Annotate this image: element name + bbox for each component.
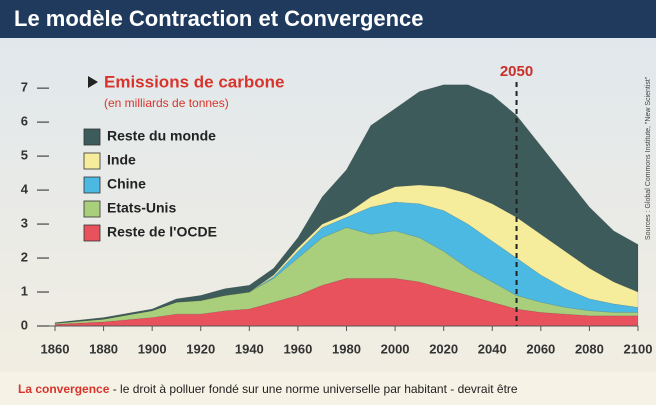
x-tick-label: 1880	[89, 341, 118, 356]
legend-label: Reste de l'OCDE	[107, 224, 217, 240]
y-tick-label: 4	[21, 182, 29, 197]
x-tick-label: 2040	[478, 341, 507, 356]
legend-subtitle: (en milliards de tonnes)	[104, 96, 229, 110]
y-tick-label: 3	[21, 216, 28, 231]
x-tick-label: 2060	[526, 341, 555, 356]
y-tick-label: 5	[21, 148, 28, 163]
legend-swatch	[83, 176, 101, 194]
y-tick-label: 0	[21, 317, 28, 332]
y-tick-label: 1	[21, 283, 28, 298]
source: Sources : Global Commons Institute, "New…	[645, 76, 652, 240]
y-tick-label: 2	[21, 249, 28, 264]
x-tick-label: 2080	[575, 341, 604, 356]
marker-label: 2050	[500, 63, 533, 80]
caption-bg	[0, 372, 656, 405]
x-tick-label: 1980	[332, 341, 361, 356]
legend-swatch	[83, 200, 101, 218]
legend-label: Chine	[107, 176, 146, 192]
x-tick-label: 1860	[41, 341, 70, 356]
legend-title: Emissions de carbone	[104, 72, 284, 91]
x-tick-label: 1960	[283, 341, 312, 356]
legend-swatch	[83, 152, 101, 170]
x-tick-label: 2020	[429, 341, 458, 356]
legend-swatch	[83, 128, 101, 146]
legend-swatch	[83, 224, 101, 242]
legend-arrow	[88, 76, 98, 88]
y-tick-label: 7	[21, 80, 28, 95]
legend-label: Reste du monde	[107, 128, 216, 144]
legend-label: Etats-Unis	[107, 200, 176, 216]
legend-label: Inde	[107, 152, 136, 168]
x-tick-label: 1900	[138, 341, 167, 356]
title-bar	[0, 0, 656, 38]
area	[54, 227, 639, 325]
chart-title: Le modèle Contraction et Convergence	[14, 6, 424, 31]
x-tick-label: 1920	[186, 341, 215, 356]
caption: La convergence - le droit à polluer fond…	[18, 382, 518, 396]
x-tick-label: 1940	[235, 341, 264, 356]
area	[54, 84, 639, 324]
x-tick-label: 2000	[381, 341, 410, 356]
y-tick-label: 6	[21, 114, 28, 129]
x-tick-label: 2100	[624, 341, 653, 356]
